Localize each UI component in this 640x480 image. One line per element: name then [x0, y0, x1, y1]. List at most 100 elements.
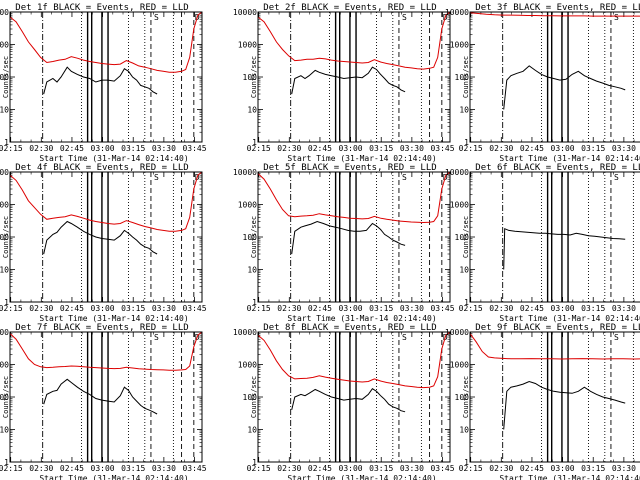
x-tick-label: 03:15: [369, 304, 393, 313]
y-tick-label: 1000: [0, 201, 9, 210]
y-axis-label: Counts/sec: [2, 56, 10, 98]
y-tick-label: 1: [252, 458, 257, 467]
y-tick-label: 1: [464, 298, 469, 307]
series-line-events: [43, 220, 158, 255]
x-tick-label: 03:45: [182, 144, 206, 153]
x-axis-label: Start Time (31-Mar-14 02:14:40): [287, 474, 436, 480]
y-tick-label: 10000: [0, 168, 9, 177]
y-tick-label: 10000: [0, 328, 9, 337]
corner-label: S: [402, 333, 407, 342]
x-axis-label: Start Time (31-Mar-14 02:14:40): [287, 154, 436, 163]
corner-label: S: [154, 13, 159, 22]
chart-title: Det 9f BLACK = Events, RED = LLD: [475, 323, 640, 333]
y-tick-label: 1: [4, 458, 9, 467]
x-tick-label: 03:15: [121, 464, 145, 473]
x-tick-label: 03:15: [121, 144, 145, 153]
y-axis-label: Counts/sec: [462, 56, 470, 98]
y-axis-label: Counts/sec: [250, 376, 258, 418]
y-tick-label: 100: [243, 233, 258, 242]
x-tick-label: 03:00: [91, 304, 115, 313]
x-tick-label: 02:30: [277, 304, 301, 313]
corner-label: S: [402, 173, 407, 182]
x-tick-label: 03:30: [152, 144, 176, 153]
y-tick-label: 10: [247, 106, 257, 115]
y-tick-label: 10000: [0, 8, 9, 17]
x-tick-label: 03:15: [581, 464, 605, 473]
plot-frame: [257, 11, 451, 143]
y-tick-label: 100: [0, 393, 9, 402]
x-tick-label: 02:30: [277, 464, 301, 473]
x-tick-label: 03:45: [182, 464, 206, 473]
x-tick-label: 03:15: [581, 144, 605, 153]
y-tick-label: 1000: [238, 201, 257, 210]
series-line-lld: [469, 333, 640, 360]
x-tick-label: 02:15: [459, 304, 483, 313]
x-tick-label: 02:15: [247, 304, 271, 313]
x-tick-label: 03:00: [551, 144, 575, 153]
series-line-lld: [469, 12, 640, 17]
x-tick-label: 02:15: [459, 464, 483, 473]
corner-label: S: [614, 13, 619, 22]
y-tick-label: 10: [0, 106, 9, 115]
series-line-lld: [9, 331, 203, 371]
y-axis-label: Counts/sec: [2, 216, 10, 258]
chart-title: Det 6f BLACK = Events, RED = LLD: [475, 163, 640, 173]
x-tick-label: 02:15: [247, 464, 271, 473]
x-tick-label: 03:30: [612, 464, 636, 473]
chart-title: Det 2f BLACK = Events, RED = LLD: [263, 3, 436, 13]
y-tick-label: 1: [252, 298, 257, 307]
x-tick-label: 02:30: [489, 304, 513, 313]
x-axis-label: Start Time (31-Mar-14 02:14:40): [39, 154, 188, 163]
x-tick-label: 02:15: [247, 144, 271, 153]
chart-panel-2: Det 2f BLACK = Events, RED = LLD Counts/s…: [233, 3, 455, 163]
x-tick-label: 03:45: [430, 464, 454, 473]
plot-frame: [469, 331, 640, 463]
y-tick-label: 10000: [233, 328, 257, 337]
x-tick-label: 03:30: [612, 304, 636, 313]
chart-panel-3: Det 3f BLACK = Events, RED = LLD Counts/s…: [445, 3, 640, 163]
y-tick-label: 1000: [450, 361, 469, 370]
x-axis-label: Start Time (31-Mar-14 02:14:40): [39, 474, 188, 480]
x-tick-label: 03:00: [339, 464, 363, 473]
x-tick-label: 03:15: [369, 144, 393, 153]
plot-frame: [9, 11, 203, 143]
chart-panel-5: Det 5f BLACK = Events, RED = LLD Counts/s…: [233, 163, 455, 323]
plot-frame: [257, 331, 451, 463]
x-tick-label: 03:00: [339, 304, 363, 313]
chart-panel-6: Det 6f BLACK = Events, RED = LLD Counts/s…: [445, 163, 640, 323]
y-tick-label: 1: [464, 458, 469, 467]
y-tick-label: 1000: [0, 41, 9, 50]
x-tick-label: 03:30: [400, 144, 424, 153]
y-tick-label: 10: [0, 266, 9, 275]
plot-frame: [469, 171, 640, 303]
plot-frame: [469, 11, 640, 143]
corner-label: S: [402, 13, 407, 22]
x-tick-label: 02:45: [520, 464, 544, 473]
chart-title: Det 8f BLACK = Events, RED = LLD: [263, 323, 436, 333]
y-tick-label: 1000: [238, 361, 257, 370]
x-tick-label: 03:00: [91, 464, 115, 473]
y-tick-label: 1: [4, 138, 9, 147]
x-tick-label: 02:45: [60, 464, 84, 473]
y-axis-label: Counts/sec: [250, 216, 258, 258]
y-tick-label: 100: [455, 73, 470, 82]
x-tick-label: 02:45: [308, 144, 332, 153]
x-tick-label: 02:45: [60, 144, 84, 153]
x-tick-label: 02:45: [60, 304, 84, 313]
x-tick-label: 02:30: [29, 144, 53, 153]
series-line-lld: [9, 171, 203, 232]
chart-panel-1: Det 1f BLACK = Events, RED = LLD Counts/s…: [0, 3, 207, 163]
y-tick-label: 100: [0, 73, 9, 82]
y-tick-label: 10: [459, 266, 469, 275]
x-tick-label: 02:45: [308, 304, 332, 313]
chart-title: Det 4f BLACK = Events, RED = LLD: [15, 163, 188, 173]
x-tick-label: 02:45: [520, 304, 544, 313]
x-tick-label: 03:45: [430, 144, 454, 153]
corner-label: S: [614, 333, 619, 342]
y-tick-label: 10000: [233, 8, 257, 17]
x-tick-label: 03:30: [400, 464, 424, 473]
x-tick-label: 03:30: [152, 464, 176, 473]
y-tick-label: 10000: [445, 8, 469, 17]
y-tick-label: 100: [0, 233, 9, 242]
plot-frame: [257, 171, 451, 303]
